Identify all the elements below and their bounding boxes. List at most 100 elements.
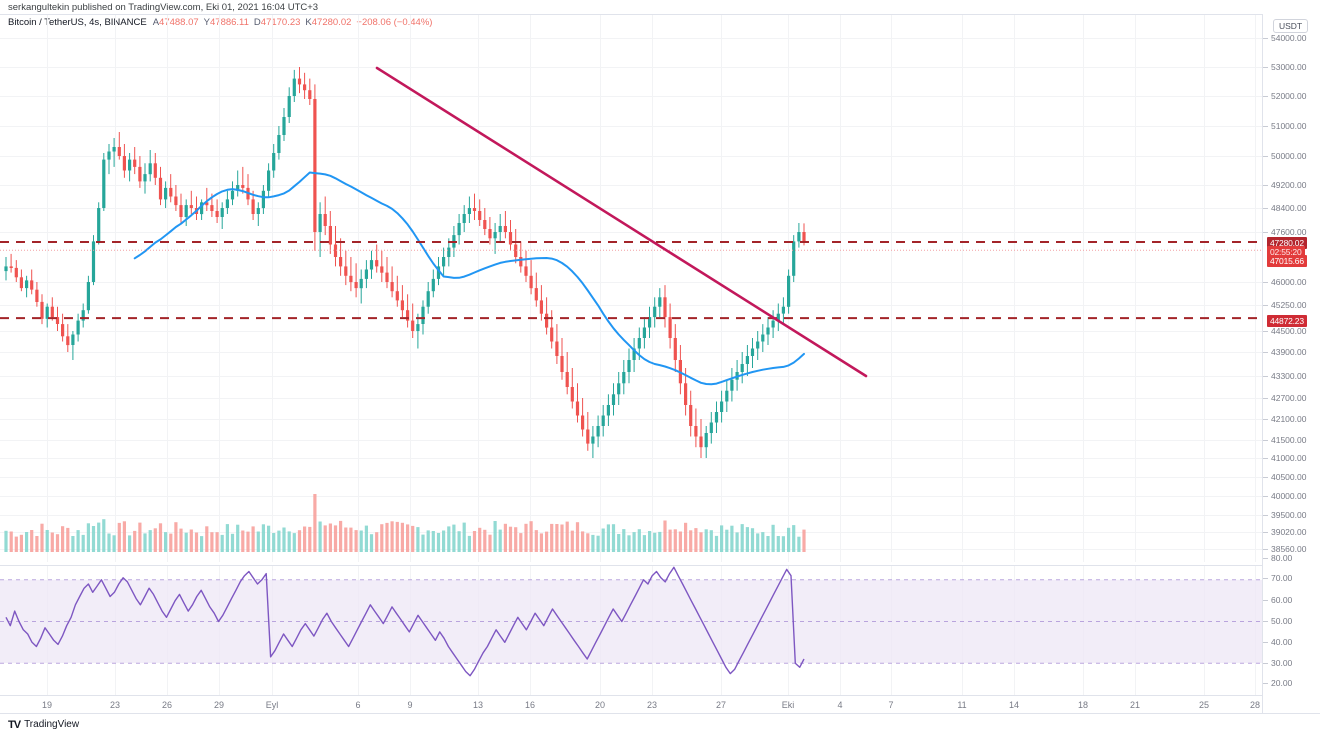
low-label: D — [253, 17, 261, 28]
vertical-gridline — [1255, 15, 1256, 562]
price-tick-label: 51000.00 — [1271, 121, 1307, 131]
candle-body — [215, 211, 219, 217]
volume-bar — [596, 535, 600, 552]
price-tick-mark — [1263, 208, 1268, 209]
candle-body — [632, 348, 636, 360]
candle-body — [792, 241, 796, 276]
price-tick-mark — [1263, 38, 1268, 39]
horizontal-gridline — [0, 477, 1262, 478]
time-scale[interactable]: 19 23 26 29 Eyl 6 9 13 16 20 23 27 Eki 4 7 11 14 18 21 25 28 — [0, 695, 1262, 713]
candle-body — [200, 202, 204, 215]
price-tick-label: 42700.00 — [1271, 393, 1307, 403]
volume-bar — [9, 531, 13, 552]
candle-body — [313, 99, 317, 232]
volume-bar — [169, 533, 173, 552]
horizontal-gridline — [0, 38, 1262, 39]
vertical-gridline — [721, 15, 722, 562]
candle-body — [745, 356, 749, 364]
candle-body — [694, 426, 698, 437]
candle-body — [596, 426, 600, 437]
volume-bar — [663, 520, 667, 552]
time-tick-label: 20 — [594, 700, 606, 710]
price-tick-label: 38560.00 — [1271, 544, 1307, 554]
price-tick-mark — [1263, 232, 1268, 233]
currency-unit-badge[interactable]: USDT — [1273, 19, 1309, 33]
candle-body — [128, 159, 132, 171]
price-tick-label: 43900.00 — [1271, 347, 1307, 357]
support-level-badge[interactable]: 44872.23 — [1267, 315, 1307, 327]
volume-bar — [128, 535, 132, 552]
candle-body — [514, 244, 518, 257]
time-tick-label: 27 — [715, 700, 727, 710]
candle-body — [586, 429, 590, 444]
horizontal-gridline — [0, 532, 1262, 533]
rsi-pane[interactable] — [0, 565, 1262, 695]
candle-body — [138, 166, 142, 182]
candle-body — [303, 84, 307, 91]
volume-bar — [684, 522, 688, 552]
candle-body — [267, 170, 271, 191]
candle-body — [720, 401, 724, 412]
price-pane[interactable] — [0, 15, 1262, 562]
candle-body — [35, 289, 39, 302]
volume-bar — [4, 530, 8, 552]
volume-bar — [297, 530, 302, 552]
volume-bar — [292, 533, 296, 552]
volume-bar — [375, 532, 379, 552]
candle-body — [627, 360, 631, 372]
candle-body — [230, 190, 235, 200]
candle-body — [55, 317, 60, 324]
volume-bar — [581, 531, 585, 552]
volume-bar — [66, 527, 70, 552]
volume-bar — [184, 532, 188, 552]
volume-bar — [333, 525, 338, 552]
volume-bar — [720, 525, 724, 552]
price-tick-mark — [1263, 477, 1268, 478]
horizontal-gridline — [0, 440, 1262, 441]
volume-bar — [447, 526, 451, 552]
volume-bar — [328, 523, 332, 552]
volume-bar — [354, 530, 358, 552]
price-tick-mark — [1263, 376, 1268, 377]
volume-bar — [730, 525, 734, 552]
volume-bar — [503, 523, 507, 552]
volume-bar — [215, 532, 219, 552]
candle-body — [447, 247, 451, 257]
vertical-gridline — [1204, 15, 1205, 562]
volume-bar — [735, 532, 739, 552]
volume-bar — [514, 527, 518, 552]
volume-bar — [678, 531, 682, 552]
downtrend-line[interactable] — [375, 66, 868, 378]
close-label: K — [305, 17, 312, 28]
tradingview-mark-icon: TV — [8, 718, 21, 731]
vertical-gridline — [962, 15, 963, 562]
candle-body — [534, 288, 538, 301]
price-tick-label: 49200.00 — [1271, 180, 1307, 190]
vertical-gridline — [219, 15, 220, 562]
price-tick-mark — [1263, 96, 1268, 97]
candle-body — [787, 275, 791, 307]
time-tick-label: 4 — [837, 700, 843, 710]
chart-frame — [0, 14, 1320, 714]
horizontal-gridline — [0, 515, 1262, 516]
price-tick-label: 46000.00 — [1271, 277, 1307, 287]
candle-body — [81, 310, 85, 321]
symbol-label[interactable]: Bitcoin / TetherUS, 4s, BINANCE — [8, 17, 147, 28]
price-plot — [0, 66, 1262, 552]
candle-body — [14, 267, 18, 278]
volume-bar — [246, 531, 250, 552]
volume-bar — [220, 534, 224, 552]
volume-bar — [478, 527, 482, 552]
price-scale[interactable]: USDT 54000.00 53000.00 52000.00 51000.00 500… — [1262, 14, 1320, 713]
vertical-gridline — [530, 15, 531, 562]
vertical-gridline — [478, 15, 479, 562]
last-price-badge[interactable]: 47015.66 — [1267, 255, 1307, 267]
price-tick-mark — [1263, 419, 1268, 420]
volume-bar — [359, 530, 363, 552]
candle-body — [395, 291, 399, 301]
candle-body — [4, 266, 8, 272]
candle-body — [524, 266, 528, 276]
volume-bar — [30, 530, 34, 552]
tradingview-logo[interactable]: TV TradingView — [8, 719, 79, 731]
volume-bar — [771, 524, 775, 552]
